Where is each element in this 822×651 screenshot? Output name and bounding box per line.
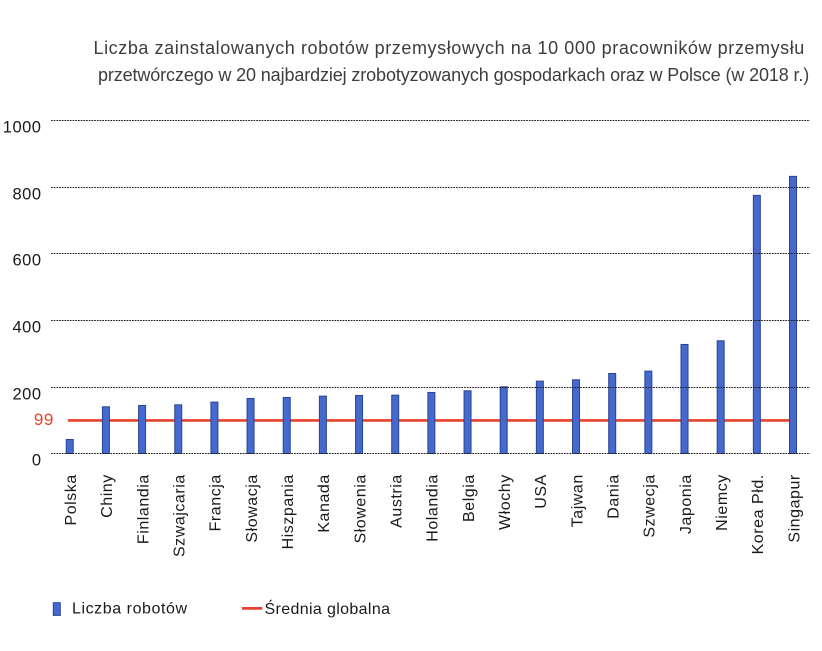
svg-text:Średnia globalna: Średnia globalna	[265, 599, 391, 618]
svg-text:Szwajcaria: Szwajcaria	[172, 474, 189, 557]
svg-text:Korea Płd.: Korea Płd.	[750, 474, 767, 554]
svg-text:Dania: Dania	[605, 474, 622, 519]
svg-text:800: 800	[12, 186, 41, 204]
svg-text:Japonia: Japonia	[678, 474, 695, 534]
svg-text:Finlandia: Finlandia	[135, 474, 152, 544]
svg-text:0: 0	[32, 452, 42, 470]
svg-text:600: 600	[12, 252, 41, 270]
svg-text:1000: 1000	[3, 119, 42, 137]
svg-text:USA: USA	[533, 474, 550, 509]
svg-text:Singapur: Singapur	[786, 474, 803, 543]
svg-text:Chiny: Chiny	[99, 474, 116, 518]
svg-text:Szwecja: Szwecja	[642, 474, 659, 537]
svg-text:Kanada: Kanada	[316, 474, 333, 532]
svg-text:99: 99	[34, 410, 54, 429]
svg-text:Belgia: Belgia	[461, 474, 478, 522]
svg-text:200: 200	[12, 386, 41, 404]
svg-text:Tajwan: Tajwan	[569, 474, 586, 527]
svg-text:Słowacja: Słowacja	[244, 474, 261, 542]
svg-text:Hiszpania: Hiszpania	[280, 474, 297, 549]
svg-text:Austria: Austria	[389, 474, 406, 528]
svg-text:Liczba robotów: Liczba robotów	[72, 601, 188, 618]
svg-text:400: 400	[12, 319, 41, 337]
svg-text:Holandia: Holandia	[425, 474, 442, 542]
svg-text:Niemcy: Niemcy	[714, 474, 731, 531]
svg-text:Francja: Francja	[208, 474, 225, 531]
svg-text:Włochy: Włochy	[497, 474, 514, 530]
svg-text:Polska: Polska	[63, 474, 80, 525]
svg-text:Słowenia: Słowenia	[352, 474, 369, 543]
